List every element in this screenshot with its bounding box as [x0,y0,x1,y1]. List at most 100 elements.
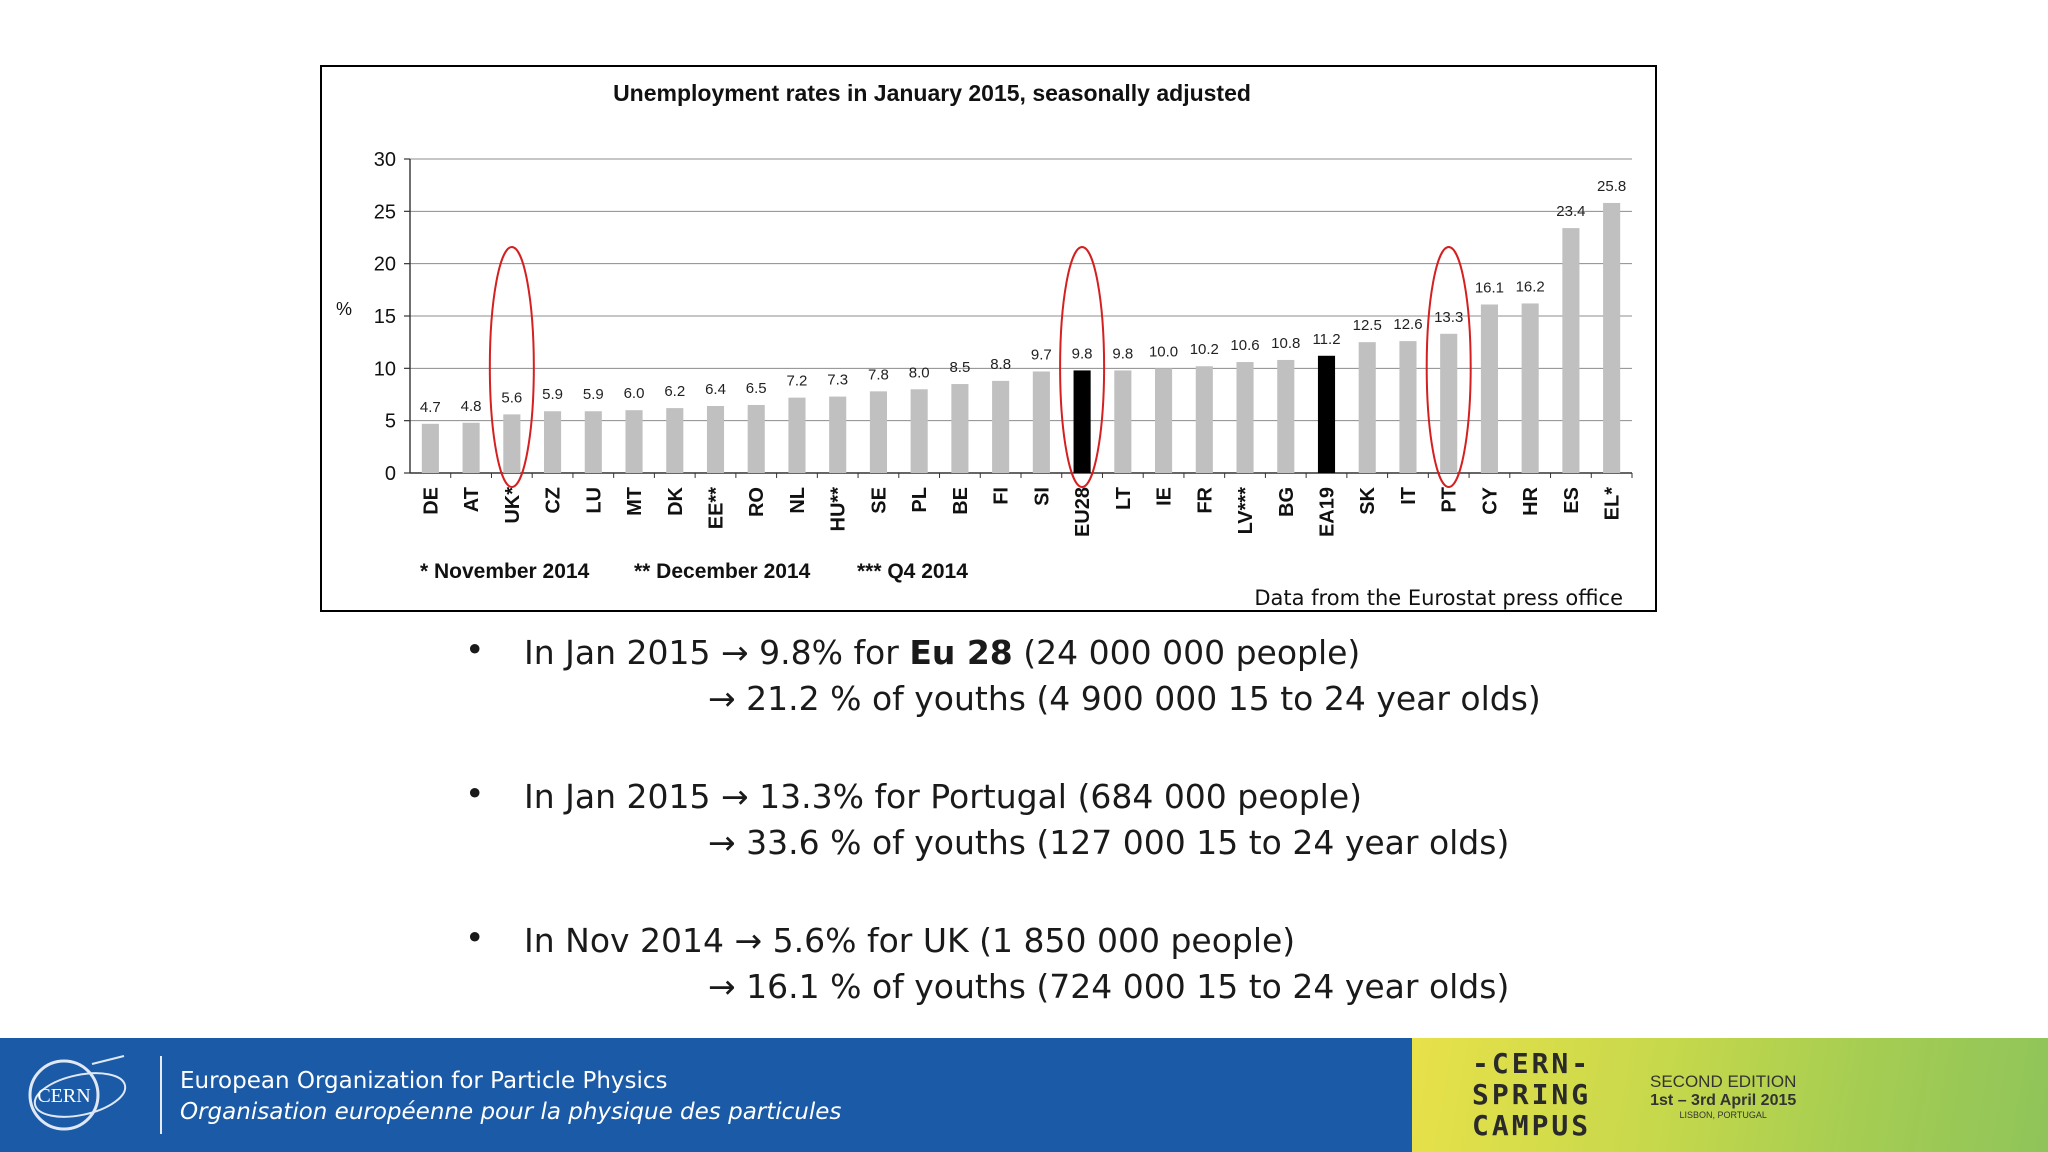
y-tick-label: 5 [385,411,396,433]
data-label: 10.8 [1271,335,1300,352]
campus-logo-line: -CERN- [1472,1047,1592,1080]
data-label: 10.6 [1230,337,1259,354]
x-tick-label: PL [909,487,931,513]
x-tick-label: FI [991,487,1013,505]
edition-info: SECOND EDITION 1st – 3rd April 2015 LISB… [1650,1072,1796,1120]
data-label: 25.8 [1597,178,1626,195]
bar [1073,370,1091,473]
x-tick-label: MT [624,487,646,516]
x-tick-label: EE** [706,487,728,529]
chart-footnote: *** Q4 2014 [857,560,968,583]
x-tick-label: EA19 [1317,487,1339,537]
bar [503,414,521,473]
x-tick-label: BE [950,487,972,515]
edition-location: LISBON, PORTUGAL [1679,1110,1767,1120]
bullet-dot: • [465,774,485,813]
data-label: 5.6 [501,389,522,406]
data-label: 16.2 [1516,278,1545,295]
y-tick-label: 0 [385,463,396,485]
bar [829,396,847,473]
x-tick-label: LV*** [1235,487,1257,535]
bar [951,384,969,473]
data-label: 12.5 [1353,317,1382,334]
bullet-line: In Jan 2015 → 13.3% for Portugal (684 00… [470,774,1541,820]
bar [1440,333,1458,473]
cern-logo-text: CERN [37,1085,90,1107]
bar [747,404,765,473]
x-tick-label: CZ [543,487,565,514]
data-label: 9.8 [1072,345,1093,362]
x-tick-label: SE [868,487,890,514]
x-tick-label: DK [665,486,687,515]
y-tick-label: 25 [374,201,396,223]
arrow-icon: → [720,777,749,816]
x-tick-label: CY [1479,486,1501,514]
y-tick-label: 30 [374,149,396,171]
campus-logo-line: SPRING [1472,1078,1592,1111]
org-name-english: European Organization for Particle Physi… [180,1068,668,1094]
bar [625,410,643,473]
x-tick-label: SK [1357,486,1379,514]
data-label: 8.8 [990,356,1011,373]
org-name-french: Organisation européenne pour la physique… [180,1099,842,1125]
data-label: 7.2 [787,373,808,390]
bullet-line: In Nov 2014 → 5.6% for UK (1 850 000 peo… [470,918,1541,964]
data-label: 5.9 [542,386,563,403]
campus-logo-line: CAMPUS [1472,1109,1592,1142]
chart-footnote: ** December 2014 [634,560,811,583]
bar [1358,342,1376,473]
data-label: 6.2 [664,383,685,400]
bar [421,423,439,473]
data-label: 9.7 [1031,346,1052,363]
bar [788,397,806,473]
bar [1603,202,1621,473]
bar [544,411,562,473]
data-label: 12.6 [1393,316,1422,333]
x-tick-label: FR [1194,486,1216,513]
bullet-item: • In Jan 2015 → 9.8% for Eu 28 (24 000 0… [465,630,1541,722]
x-tick-label: HU** [828,487,850,532]
bar [1521,303,1539,473]
edition-title: SECOND EDITION [1650,1072,1797,1091]
data-label: 8.5 [949,359,970,376]
x-tick-label: UK* [502,487,524,524]
bar-chart: Unemployment rates in January 2015, seas… [336,80,1633,583]
bullet-text: In Jan 2015 [524,633,721,672]
data-label: 5.9 [583,386,604,403]
bullet-subline: → 33.6 % of youths (127 000 15 to 24 yea… [470,820,1541,866]
bullet-text: 16.1 % of youths (724 000 15 to 24 year … [735,967,1510,1006]
x-tick-label: LT [1113,487,1135,510]
x-tick-label: SI [1031,487,1053,506]
x-tick-label: ES [1561,487,1583,514]
data-label: 10.0 [1149,343,1178,360]
bar [1562,228,1580,473]
highlight-circle [1425,246,1472,488]
bullet-dot: • [465,630,485,669]
campus-banner: -CERN- SPRING CAMPUS SECOND EDITION 1st … [1412,1038,2048,1152]
x-tick-label: AT [461,487,483,512]
bullet-text: 33.6 % of youths (127 000 15 to 24 year … [735,823,1510,862]
data-label: 13.3 [1434,309,1463,326]
bar [1114,370,1132,473]
x-tick-label: NL [787,487,809,514]
bar [869,391,887,473]
data-label: 4.8 [461,398,482,415]
bar [1277,359,1295,473]
bullet-subline: → 16.1 % of youths (724 000 15 to 24 yea… [470,964,1541,1010]
bullet-text: 9.8% for [748,633,910,672]
bar [1236,362,1254,473]
chart-footnote: * November 2014 [420,560,590,583]
bullet-line: In Jan 2015 → 9.8% for Eu 28 (24 000 000… [470,630,1541,676]
chart-source-note: Data from the Eurostat press office [1254,586,1623,610]
arrow-icon: → [708,967,736,1006]
x-tick-label: RO [746,487,768,517]
bullet-text: 5.6% for UK (1 850 000 people) [762,921,1296,960]
x-tick-label: HR [1520,486,1542,515]
bullet-subline: → 21.2 % of youths (4 900 000 15 to 24 y… [470,676,1541,722]
bullet-text: 13.3% for Portugal (684 000 people) [748,777,1363,816]
chart-frame: Unemployment rates in January 2015, seas… [320,65,1657,612]
bar [1155,368,1173,473]
footer-divider [160,1056,162,1134]
y-tick-label: 15 [374,306,396,328]
bullet-list: • In Jan 2015 → 9.8% for Eu 28 (24 000 0… [465,630,1541,1062]
